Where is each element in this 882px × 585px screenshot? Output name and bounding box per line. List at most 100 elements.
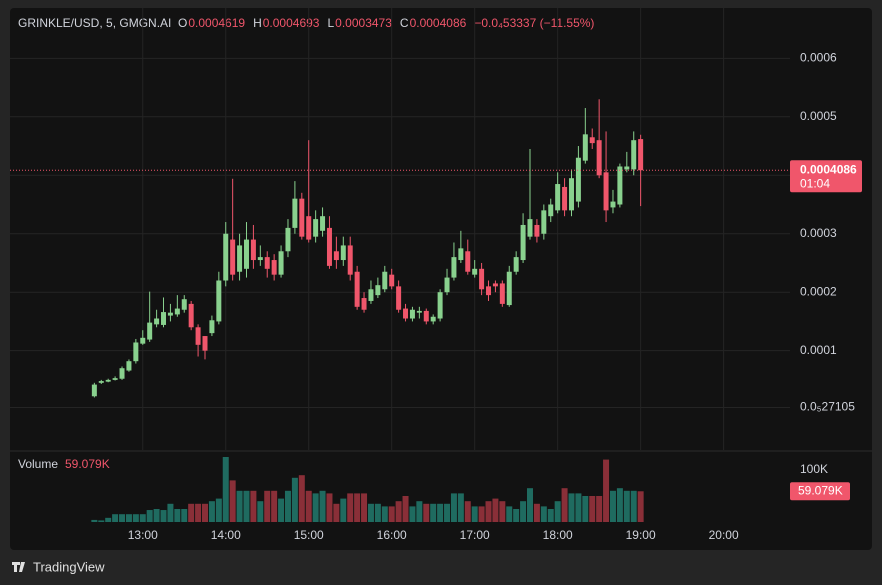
volume-bar <box>561 488 568 522</box>
volume-bar <box>374 503 381 522</box>
candle-body <box>264 257 270 269</box>
candle-body <box>423 310 429 322</box>
volume-bar <box>215 498 222 522</box>
candle-body <box>98 381 104 383</box>
candle-body <box>589 137 595 144</box>
volume-bar <box>430 503 437 522</box>
candle-body <box>202 336 208 351</box>
x-tick-label: 13:00 <box>128 528 158 542</box>
candle-body <box>230 239 236 275</box>
candle-body <box>458 248 464 261</box>
volume-bar <box>361 493 368 522</box>
volume-bar <box>250 490 257 522</box>
volume-bar <box>354 493 361 522</box>
volume-bar <box>506 506 513 522</box>
candle-body <box>541 210 547 234</box>
legend-key: L <box>327 16 334 30</box>
candle-body <box>396 286 402 310</box>
legend-key: C <box>400 16 409 30</box>
volume-bar <box>319 490 326 522</box>
candle-body <box>582 134 588 161</box>
candle-body <box>299 198 305 237</box>
x-tick-label: 15:00 <box>294 528 324 542</box>
candle-body <box>161 312 167 325</box>
candle-body <box>354 271 360 307</box>
volume-bar <box>305 490 312 522</box>
volume-bar <box>271 490 278 522</box>
x-tick-label: 20:00 <box>709 528 739 542</box>
volume-bar <box>326 493 333 522</box>
brand: TradingView <box>33 559 105 574</box>
volume-bar <box>409 506 416 522</box>
volume-bar <box>596 495 603 522</box>
y-tick-label: 0.0005 <box>800 109 837 123</box>
candle-body <box>188 303 194 328</box>
candle-body <box>568 178 574 211</box>
candle-body <box>555 184 561 211</box>
candle-body <box>126 361 132 371</box>
candle-body <box>333 251 339 261</box>
candle-body <box>534 224 540 237</box>
volume-bar <box>513 508 520 522</box>
countdown: 01:04 <box>800 176 830 190</box>
volume-tag-bg <box>790 482 850 501</box>
candle-body <box>181 299 187 310</box>
volume-bar <box>181 508 188 522</box>
legend-value: 0.0004619 <box>188 16 245 30</box>
candle-body <box>416 310 422 313</box>
candle-body <box>361 298 367 310</box>
candle-body <box>444 277 450 293</box>
volume-title: Volume <box>18 457 58 471</box>
volume-bar <box>347 493 354 522</box>
candle-body <box>167 312 173 316</box>
volume-bar <box>437 503 444 522</box>
volume-bar <box>298 475 305 522</box>
volume-bar <box>340 498 347 522</box>
volume-bar <box>264 490 271 522</box>
volume-bar <box>395 501 402 522</box>
candle-body <box>575 157 581 202</box>
volume-bar <box>589 495 596 522</box>
candle-body <box>479 268 485 290</box>
candle-body <box>603 172 609 211</box>
y-tick-label: 0.0003 <box>800 226 837 240</box>
volume-bar <box>208 501 215 522</box>
volume-bar <box>609 490 616 522</box>
candle-body <box>154 318 160 325</box>
candle-body <box>209 320 215 334</box>
symbol: GRINKLE/USD, 5, GMGN.AI <box>18 16 171 30</box>
volume-bar <box>367 503 374 522</box>
volume-bar <box>582 495 589 522</box>
volume-bar <box>188 503 195 522</box>
x-tick-label: 14:00 <box>211 528 241 542</box>
volume-bar <box>91 519 98 522</box>
candle-body <box>216 280 222 322</box>
volume-bar <box>547 508 554 522</box>
candle-body <box>409 309 415 319</box>
y-tick-label: 0.0002 <box>800 284 837 298</box>
candle-body <box>492 283 498 287</box>
brand-logo <box>12 562 25 572</box>
candle-body <box>112 378 118 380</box>
price-tag: 0.0004086 <box>800 162 857 176</box>
candle-body <box>147 322 153 340</box>
candle-body <box>174 308 180 315</box>
candle-body <box>631 140 637 170</box>
volume-bar <box>333 503 340 522</box>
candle-body <box>375 285 381 296</box>
candle-body <box>91 384 97 397</box>
candle-body <box>313 219 319 237</box>
volume-bar <box>540 506 547 522</box>
y-tick-label: 0.0006 <box>800 51 837 65</box>
volume-value: 59.079K <box>65 457 110 471</box>
candle-body <box>520 224 526 261</box>
volume-bar <box>98 520 105 522</box>
y-tick-label: 0.0001 <box>800 343 837 357</box>
volume-bar <box>174 508 181 522</box>
volume-bar <box>423 503 430 522</box>
candle-body <box>451 257 457 278</box>
volume-bar <box>457 493 464 522</box>
candle-body <box>195 327 201 345</box>
volume-bar <box>554 501 561 522</box>
legend-value: 0.0004693 <box>263 16 320 30</box>
